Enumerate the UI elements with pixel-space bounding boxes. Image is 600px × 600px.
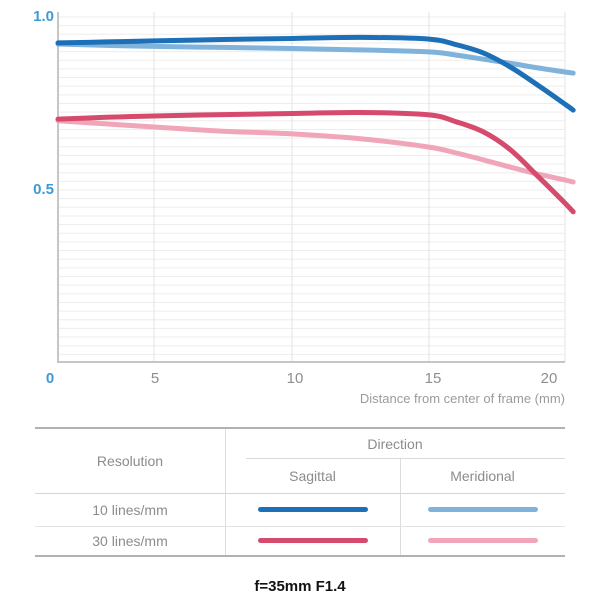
sagittal-header: Sagittal: [289, 467, 336, 484]
y-axis-tick-0.5: 0.5: [33, 181, 54, 198]
table-row-divider: [35, 526, 565, 527]
table-divider-vertical-2: [400, 458, 401, 555]
legend-line-30-sagittal: [257, 538, 368, 543]
x-axis-tick-5: 5: [150, 370, 160, 387]
direction-header: Direction: [367, 435, 423, 452]
x-axis-tick-20: 20: [540, 370, 558, 387]
row-10lines-sagittal-cell: [225, 493, 400, 526]
chart-title: f=35mm F1.4: [254, 578, 346, 595]
curve-10-lines-mm-meridional: [55, 41, 576, 76]
resolution-header: Resolution: [96, 453, 164, 469]
direction-underline: [246, 458, 565, 459]
legend-line-10-sagittal: [257, 507, 368, 512]
y-axis-tick-1.0: 1.0: [33, 8, 54, 25]
table-header-rule: [35, 493, 565, 494]
meridional-header: Meridional: [450, 467, 515, 484]
legend-table: Resolution Direction Sagittal Meridional…: [35, 427, 565, 557]
row-10lines-meridional-cell: [400, 493, 565, 526]
curve-30-lines-mm-sagittal: [55, 109, 576, 215]
row-30lines-label: 30 lines/mm: [92, 532, 168, 549]
curve-10-lines-mm-sagittal: [55, 34, 576, 113]
x-axis-tick-15: 15: [424, 370, 442, 387]
row-30lines-sagittal-cell: [225, 526, 400, 555]
row-30lines-meridional-cell: [400, 526, 565, 555]
x-axis-tick-0: 0: [45, 370, 55, 387]
table-divider-vertical-1: [225, 429, 226, 555]
x-axis-tick-10: 10: [286, 370, 304, 387]
row-10lines-label: 10 lines/mm: [92, 501, 168, 518]
x-axis-label: Distance from center of frame (mm): [359, 391, 565, 406]
mtf-chart-plot: [55, 12, 576, 363]
x-axis-ticks: 0 5 10 15 20: [0, 370, 600, 388]
legend-line-30-meridional: [427, 538, 538, 543]
legend-line-10-meridional: [427, 507, 538, 512]
